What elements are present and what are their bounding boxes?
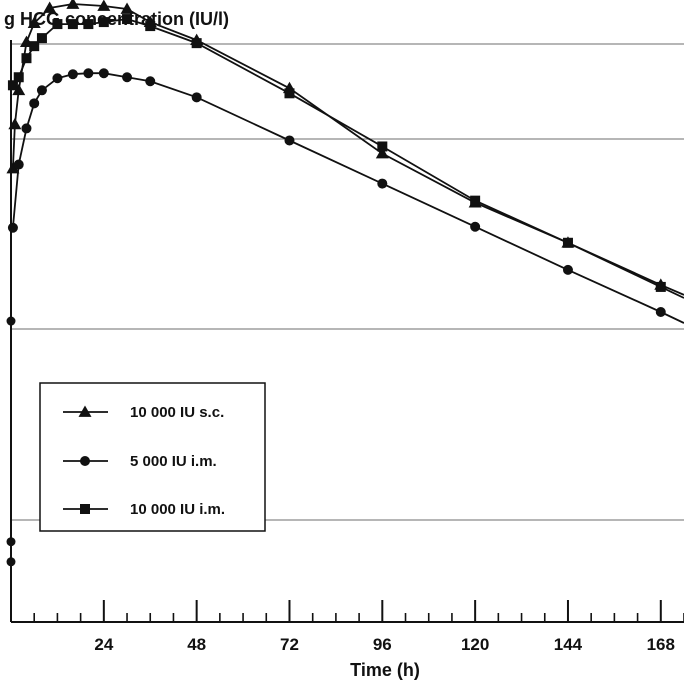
legend: 10 000 IU s.c. 5 000 IU i.m. 10 000 IU i.m… xyxy=(39,382,266,532)
x-tick-label-72: 72 xyxy=(280,635,299,654)
data-point-square-12 xyxy=(284,88,295,99)
data-point-triangle-2 xyxy=(12,83,26,96)
x-tick-label-48: 48 xyxy=(187,635,206,654)
data-point-triangle-6 xyxy=(66,0,80,9)
data-point-circle-7 xyxy=(83,68,94,79)
legend-box xyxy=(39,382,266,532)
data-point-triangle-5 xyxy=(43,1,57,13)
x-tick-label-24: 24 xyxy=(94,635,113,654)
data-point-square-3 xyxy=(29,41,40,52)
data-point-square-2 xyxy=(21,53,32,64)
data-point-square-10 xyxy=(145,21,156,32)
series-layer xyxy=(6,0,684,324)
legend-marker-circle xyxy=(80,456,90,466)
data-point-triangle-8 xyxy=(120,2,134,14)
data-point-circle-9 xyxy=(122,72,133,83)
data-point-circle-16 xyxy=(655,307,666,318)
series-line-triangle xyxy=(12,3,684,296)
legend-label-circle: 5 000 IU i.m. xyxy=(130,453,217,470)
legend-marker-square xyxy=(80,504,90,514)
data-point-triangle-0 xyxy=(6,162,20,174)
data-point-circle-3 xyxy=(29,98,40,109)
data-point-square-5 xyxy=(52,19,63,30)
data-point-square-0 xyxy=(7,80,18,91)
left-stub-markers xyxy=(6,316,16,567)
data-point-circle-6 xyxy=(67,69,78,80)
data-point-circle-13 xyxy=(377,178,388,189)
x-tick-label-96: 96 xyxy=(373,635,392,654)
data-point-triangle-4 xyxy=(27,16,41,28)
data-point-square-16 xyxy=(655,281,666,292)
series-line-circle xyxy=(12,72,684,324)
data-point-square-14 xyxy=(470,195,481,206)
data-point-circle-12 xyxy=(284,135,295,146)
x-tick-label-144: 144 xyxy=(554,635,583,654)
data-point-triangle-1 xyxy=(8,117,22,130)
data-point-square-9 xyxy=(122,14,133,25)
x-tick-label-120: 120 xyxy=(461,635,489,654)
data-point-square-11 xyxy=(191,38,202,49)
stub-marker-2 xyxy=(6,557,16,567)
data-point-circle-11 xyxy=(191,92,202,103)
x-tick-label-168: 168 xyxy=(647,635,675,654)
series-line-square xyxy=(12,18,684,299)
data-point-square-1 xyxy=(13,72,24,83)
data-point-circle-15 xyxy=(562,264,573,275)
stub-marker-1 xyxy=(6,537,16,547)
x-axis-label: Time (h) xyxy=(350,660,420,680)
data-point-square-8 xyxy=(98,17,109,28)
stub-marker-0 xyxy=(6,316,16,326)
series-square xyxy=(7,14,684,299)
gridlines xyxy=(10,40,684,622)
data-point-square-7 xyxy=(83,19,94,30)
data-point-circle-0 xyxy=(7,222,18,233)
legend-marker-triangle xyxy=(78,405,92,417)
data-point-triangle-7 xyxy=(97,0,111,11)
legend-label-square: 10 000 IU i.m. xyxy=(130,501,225,518)
data-point-circle-2 xyxy=(21,123,32,134)
data-point-circle-14 xyxy=(470,221,481,232)
x-axis: 24 48 72 96 120 144 168 xyxy=(11,600,684,654)
series-circle xyxy=(7,68,684,324)
data-point-circle-5 xyxy=(52,73,63,84)
data-point-triangle-12 xyxy=(375,146,389,159)
data-point-square-13 xyxy=(377,141,388,152)
data-point-square-4 xyxy=(36,33,47,44)
data-point-circle-8 xyxy=(98,68,109,79)
data-point-square-6 xyxy=(67,19,78,30)
legend-label-triangle: 10 000 IU s.c. xyxy=(130,404,224,421)
data-point-circle-1 xyxy=(13,159,24,170)
data-point-square-15 xyxy=(562,237,573,248)
data-point-circle-4 xyxy=(36,85,47,96)
data-point-circle-10 xyxy=(145,76,156,87)
